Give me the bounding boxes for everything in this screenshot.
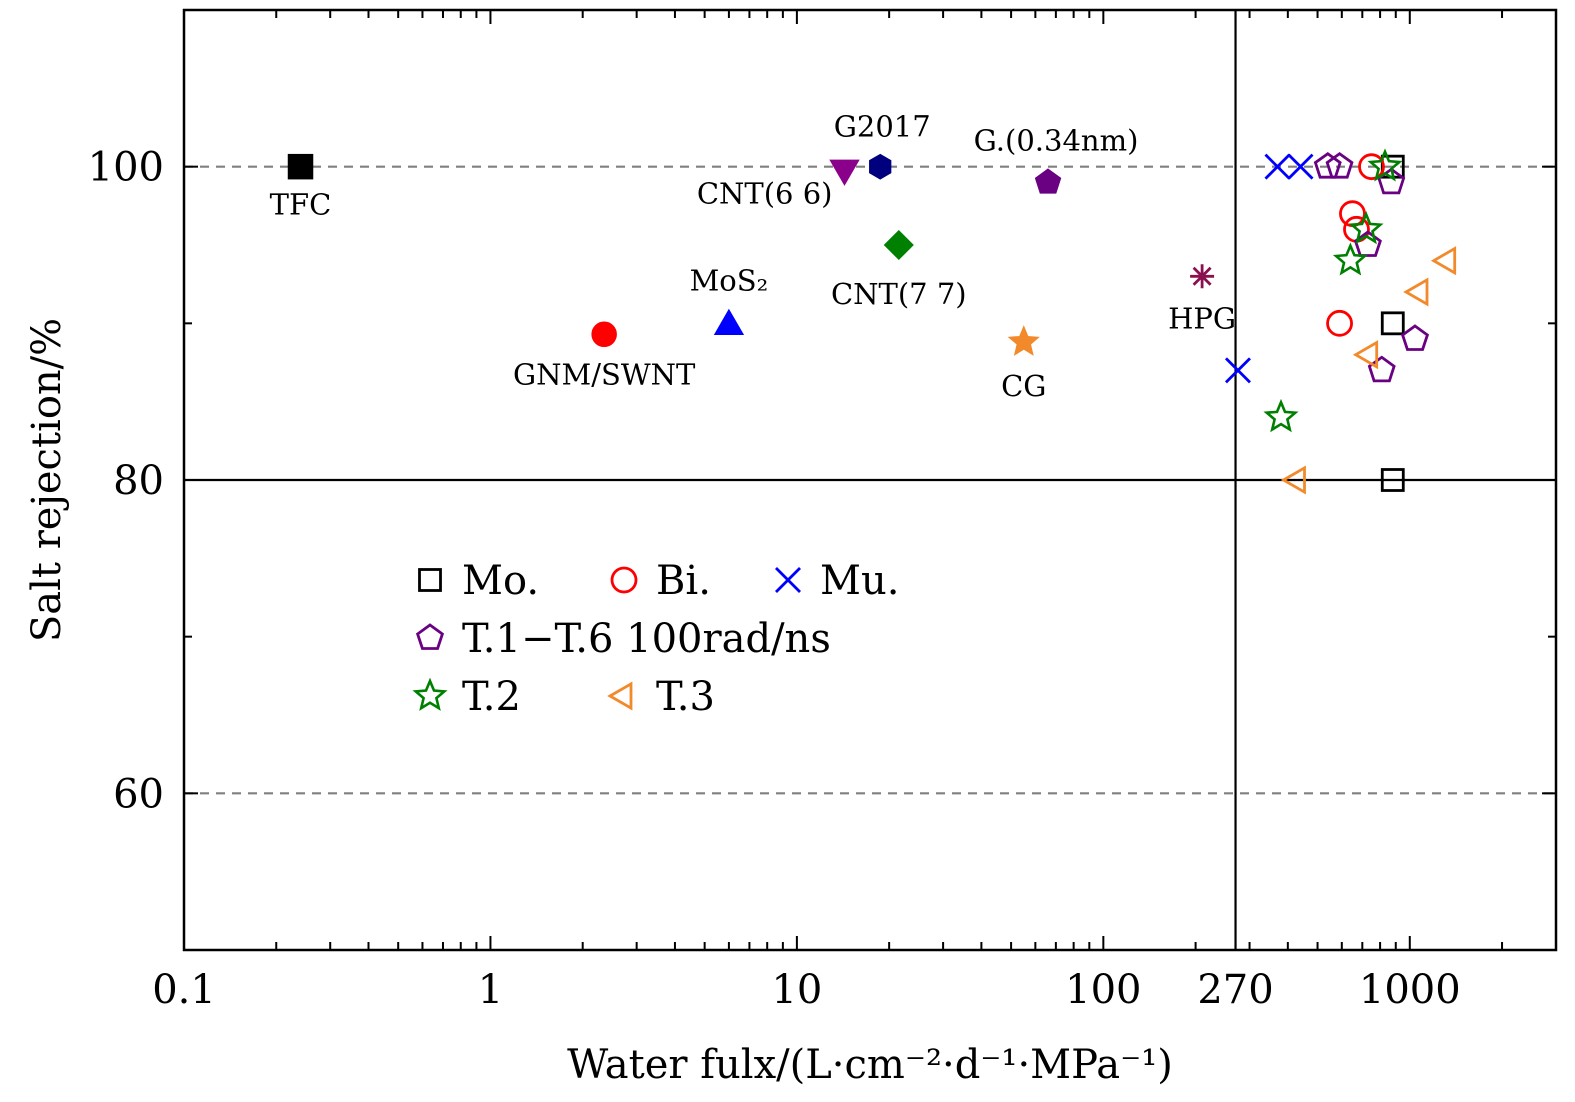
legend-label-t-2: T.2 [462,674,521,720]
point-gnm-swnt [591,321,617,348]
literature-points: TFC GNM/SWNT MoS₂ CNT(6 6)G2017 CNT(7 7) G.(0… [270,110,1236,403]
label-tfc: TFC [270,188,332,222]
series-mu-point [1264,153,1291,180]
series-t-3-point [1280,465,1306,495]
series-t-1-t-6-100rad-ns-point [1400,324,1430,351]
series-mu-point [1287,153,1314,180]
x-tick-label-10: 10 [771,967,822,1013]
tick-labels: 0.1 1 10 100 270 1000 60 80 100 [88,145,1461,1013]
label-gnm-swnt: GNM/SWNT [513,357,696,391]
label-mos: MoS₂ [690,263,769,297]
point-cnt-7-7 [883,229,914,261]
x-tick-label-270: 270 [1197,967,1273,1013]
series-points [1224,148,1457,495]
series-t-2-point [1263,398,1299,433]
series-t-2-point [1348,210,1384,245]
point-g2017 [869,153,892,180]
legend-marker-t-2 [412,677,448,711]
series-t-3-point [1403,277,1429,307]
x-tick-label-0-1: 0.1 [152,967,216,1013]
series-mo-point [1380,311,1405,336]
legend-label-t-3: T.3 [656,674,715,720]
reference-lines [184,10,1556,950]
series-bi-point [1326,309,1353,337]
legend-marker-t-1-t-6-100rad-ns [415,623,445,650]
y-axis-title: Salt rejection/% [24,318,70,642]
series-t-3-point [1430,246,1457,276]
y-tick-label-100: 100 [88,145,164,191]
x-tick-label-1: 1 [478,967,503,1013]
series-t-2-point [1367,148,1403,182]
series-t-1-t-6-100rad-ns-point [1313,151,1342,179]
series-bi-point [1358,153,1385,181]
series-t-2-point [1332,242,1368,276]
series-bi-point [1339,200,1366,228]
legend-marker-mu [775,567,801,593]
point-g-0-34nm [1034,168,1062,194]
point-hpg [1190,264,1215,289]
legend-label-mo: Mo. [462,558,539,604]
legend-label-mu: Mu. [820,558,899,604]
legend-marker-bi [610,566,638,594]
y-tick-label-80: 80 [113,458,164,504]
x-axis-title: Water fulx/(L·cm⁻²·d⁻¹·MPa⁻¹) [567,1042,1173,1088]
point-mos [713,308,745,336]
label-cnt-6-6: CNT(6 6) [697,176,833,210]
series-mo-point [1380,468,1405,492]
point-cnt-6-6 [829,159,860,186]
x-tick-label-100: 100 [1065,967,1141,1013]
y-tick-label-60: 60 [113,771,164,817]
label-g-0-34nm: G.(0.34nm) [974,123,1139,157]
series-t-3-point [1352,340,1379,370]
series-t-1-t-6-100rad-ns-point [1367,355,1396,383]
legend-marker-mo [418,568,442,592]
point-tfc [287,153,314,180]
x-tick-label-1000: 1000 [1359,967,1461,1013]
legend-label-bi: Bi. [656,558,711,604]
series-mu-point [1224,357,1251,384]
series-t-1-t-6-100rad-ns-point [1325,151,1354,179]
label-cg: CG [1001,369,1046,403]
plot-frame [182,8,1558,952]
label-hpg: HPG [1168,301,1236,335]
label-cnt-7-7: CNT(7 7) [831,277,967,311]
point-cg [1007,325,1040,356]
legend-marker-t-3 [607,681,633,711]
label-g2017: G2017 [834,110,931,144]
legend-label-t-1-t-6-100rad-ns: T.1−T.6 100rad/ns [462,616,831,662]
legend: Mo. Bi. Mu. T.1−T.6 100rad/ns T.2 T.3 [412,558,899,720]
